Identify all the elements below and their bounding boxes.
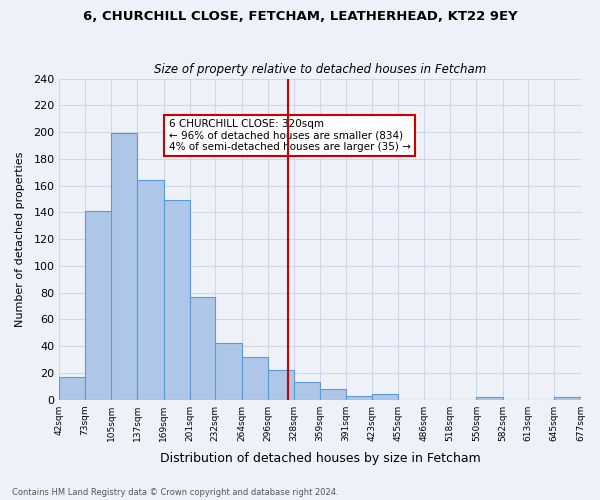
Text: 6 CHURCHILL CLOSE: 320sqm
← 96% of detached houses are smaller (834)
4% of semi-: 6 CHURCHILL CLOSE: 320sqm ← 96% of detac… xyxy=(169,118,410,152)
Bar xyxy=(164,200,190,400)
Bar xyxy=(215,344,242,400)
Text: Contains HM Land Registry data © Crown copyright and database right 2024.: Contains HM Land Registry data © Crown c… xyxy=(12,488,338,497)
Bar xyxy=(476,397,503,400)
Bar xyxy=(320,389,346,400)
Bar xyxy=(59,377,85,400)
X-axis label: Distribution of detached houses by size in Fetcham: Distribution of detached houses by size … xyxy=(160,452,481,465)
Bar xyxy=(346,396,372,400)
Bar xyxy=(242,357,268,400)
Bar xyxy=(554,397,581,400)
Bar xyxy=(85,211,111,400)
Title: Size of property relative to detached houses in Fetcham: Size of property relative to detached ho… xyxy=(154,63,486,76)
Bar xyxy=(137,180,164,400)
Text: 6, CHURCHILL CLOSE, FETCHAM, LEATHERHEAD, KT22 9EY: 6, CHURCHILL CLOSE, FETCHAM, LEATHERHEAD… xyxy=(83,10,517,23)
Bar xyxy=(190,296,215,400)
Y-axis label: Number of detached properties: Number of detached properties xyxy=(15,152,25,327)
Bar xyxy=(268,370,294,400)
Bar xyxy=(111,134,137,400)
Bar xyxy=(294,382,320,400)
Bar xyxy=(372,394,398,400)
